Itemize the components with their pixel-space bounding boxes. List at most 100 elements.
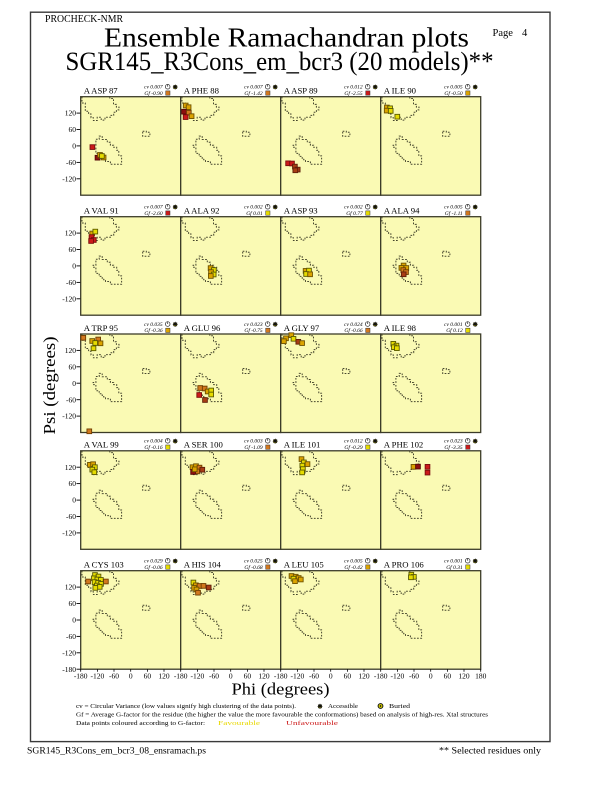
svg-text:A ASP 93: A ASP 93 [284, 206, 318, 216]
svg-text:Unfavourable: Unfavourable [286, 720, 338, 727]
svg-text:0: 0 [72, 496, 76, 505]
svg-text:Buried: Buried [389, 703, 411, 710]
svg-text:-60: -60 [409, 672, 419, 681]
svg-text:cv 0.002: cv 0.002 [344, 205, 363, 211]
svg-text:-120: -120 [62, 174, 76, 183]
svg-text:0: 0 [229, 672, 233, 681]
svg-text:A SER 100: A SER 100 [184, 440, 224, 450]
svg-text:0: 0 [72, 379, 76, 388]
svg-text:0: 0 [72, 616, 76, 625]
svg-text:Favourable: Favourable [218, 720, 260, 727]
svg-text:cv 0.029: cv 0.029 [144, 559, 163, 565]
svg-text:cv 0.004: cv 0.004 [144, 438, 163, 445]
svg-text:cv 0.001: cv 0.001 [444, 322, 463, 328]
svg-text:cv 0.007: cv 0.007 [144, 205, 163, 211]
svg-text:Psi (degrees): Psi (degrees) [40, 337, 59, 435]
svg-text:-120: -120 [62, 412, 76, 421]
svg-text:Gf -1.11: Gf -1.11 [445, 210, 463, 217]
svg-text:-60: -60 [66, 632, 76, 641]
svg-text:-60: -60 [66, 278, 76, 287]
svg-text:cv 0.002: cv 0.002 [244, 205, 263, 211]
svg-text:-180: -180 [274, 672, 288, 681]
svg-text:Page: Page [493, 28, 514, 39]
svg-text:4: 4 [522, 28, 528, 39]
svg-text:A PRO 106: A PRO 106 [384, 560, 425, 570]
svg-text:Gf 0.01: Gf 0.01 [246, 210, 263, 217]
svg-text:60: 60 [69, 362, 77, 371]
svg-text:A HIS 104: A HIS 104 [184, 560, 222, 570]
svg-text:A ALA 92: A ALA 92 [184, 206, 220, 216]
svg-text:-120: -120 [62, 294, 76, 303]
svg-text:0: 0 [329, 672, 333, 681]
svg-text:Gf 0.12: Gf 0.12 [446, 327, 463, 334]
svg-text:60: 60 [69, 125, 77, 134]
svg-text:120: 120 [458, 672, 470, 681]
svg-text:60: 60 [69, 479, 77, 488]
svg-text:cv 0.007: cv 0.007 [244, 85, 263, 91]
svg-text:-180: -180 [74, 672, 88, 681]
svg-text:0: 0 [72, 262, 76, 271]
svg-text:SGR145_R3Cons_em_bcr3 (20 mode: SGR145_R3Cons_em_bcr3 (20 models)** [66, 46, 494, 76]
svg-text:A ILE 98: A ILE 98 [384, 323, 417, 333]
svg-text:Phi (degrees): Phi (degrees) [232, 680, 330, 699]
svg-text:-60: -60 [109, 672, 119, 681]
svg-text:cv 0.005: cv 0.005 [444, 205, 463, 211]
svg-text:Gf -3.35: Gf -3.35 [444, 444, 463, 451]
svg-text:Data points coloured according: Data points coloured according to G-fact… [76, 720, 205, 727]
svg-text:cv 0.023: cv 0.023 [444, 439, 463, 445]
svg-text:Gf = Average G-factor for the: Gf = Average G-factor for the residue (t… [76, 712, 489, 719]
svg-text:120: 120 [358, 672, 370, 681]
svg-text:-180: -180 [62, 665, 76, 674]
svg-text:Gf 0.31: Gf 0.31 [446, 564, 463, 571]
svg-text:120: 120 [258, 672, 270, 681]
svg-text:60: 60 [69, 599, 77, 608]
svg-text:180: 180 [475, 672, 487, 681]
svg-text:60: 60 [244, 672, 252, 681]
svg-text:cv 0.012: cv 0.012 [344, 85, 363, 91]
svg-text:0: 0 [429, 672, 433, 681]
svg-text:cv 0.001: cv 0.001 [444, 559, 463, 565]
svg-text:A ILE 101: A ILE 101 [284, 440, 321, 450]
svg-text:cv = Circular Variance (low va: cv = Circular Variance (low values signi… [76, 703, 297, 710]
svg-text:A GLU 96: A GLU 96 [184, 323, 221, 333]
svg-text:Gf -2.55: Gf -2.55 [344, 90, 363, 97]
svg-text:Ensemble Ramachandran plots: Ensemble Ramachandran plots [104, 22, 469, 52]
svg-text:120: 120 [158, 672, 170, 681]
svg-text:120: 120 [65, 229, 77, 238]
svg-text:-60: -60 [209, 672, 219, 681]
svg-text:-180: -180 [374, 672, 388, 681]
svg-text:60: 60 [144, 672, 152, 681]
svg-text:-60: -60 [66, 158, 76, 167]
svg-text:Gf -0.50: Gf -0.50 [444, 90, 463, 97]
svg-text:Gf -0.90: Gf -0.90 [144, 90, 163, 97]
svg-text:cv 0.007: cv 0.007 [144, 85, 163, 91]
svg-text:-120: -120 [191, 672, 205, 681]
svg-text:120: 120 [65, 583, 77, 592]
svg-text:-120: -120 [391, 672, 405, 681]
svg-text:-60: -60 [66, 512, 76, 521]
svg-text:cv 0.003: cv 0.003 [244, 439, 263, 445]
svg-text:A PHE 88: A PHE 88 [184, 86, 220, 96]
svg-text:Gf -0.42: Gf -0.42 [344, 564, 363, 571]
svg-text:cv 0.023: cv 0.023 [244, 322, 263, 328]
svg-text:Gf 0.77: Gf 0.77 [346, 210, 363, 217]
svg-text:60: 60 [69, 245, 77, 254]
svg-text:Gf -0.36: Gf -0.36 [144, 327, 163, 334]
svg-text:cv 0.024: cv 0.024 [344, 321, 363, 328]
svg-text:A ALA 94: A ALA 94 [384, 206, 420, 216]
svg-text:A ILE 90: A ILE 90 [384, 86, 417, 96]
svg-text:A ASP 89: A ASP 89 [284, 86, 318, 96]
svg-text:120: 120 [65, 463, 77, 472]
svg-text:Gf -0.75: Gf -0.75 [244, 327, 263, 334]
svg-text:0: 0 [129, 672, 133, 681]
svg-text:-120: -120 [91, 672, 105, 681]
svg-text:cv 0.012: cv 0.012 [344, 439, 363, 445]
svg-text:60: 60 [444, 672, 452, 681]
svg-text:120: 120 [65, 346, 77, 355]
svg-text:cv 0.035: cv 0.035 [144, 322, 163, 328]
svg-text:A VAL 91: A VAL 91 [84, 206, 119, 216]
svg-text:Gf -0.06: Gf -0.06 [144, 564, 163, 571]
svg-text:A LEU 105: A LEU 105 [284, 560, 324, 570]
svg-text:cv 0.005: cv 0.005 [444, 85, 463, 91]
svg-text:A GLY 97: A GLY 97 [284, 323, 320, 333]
